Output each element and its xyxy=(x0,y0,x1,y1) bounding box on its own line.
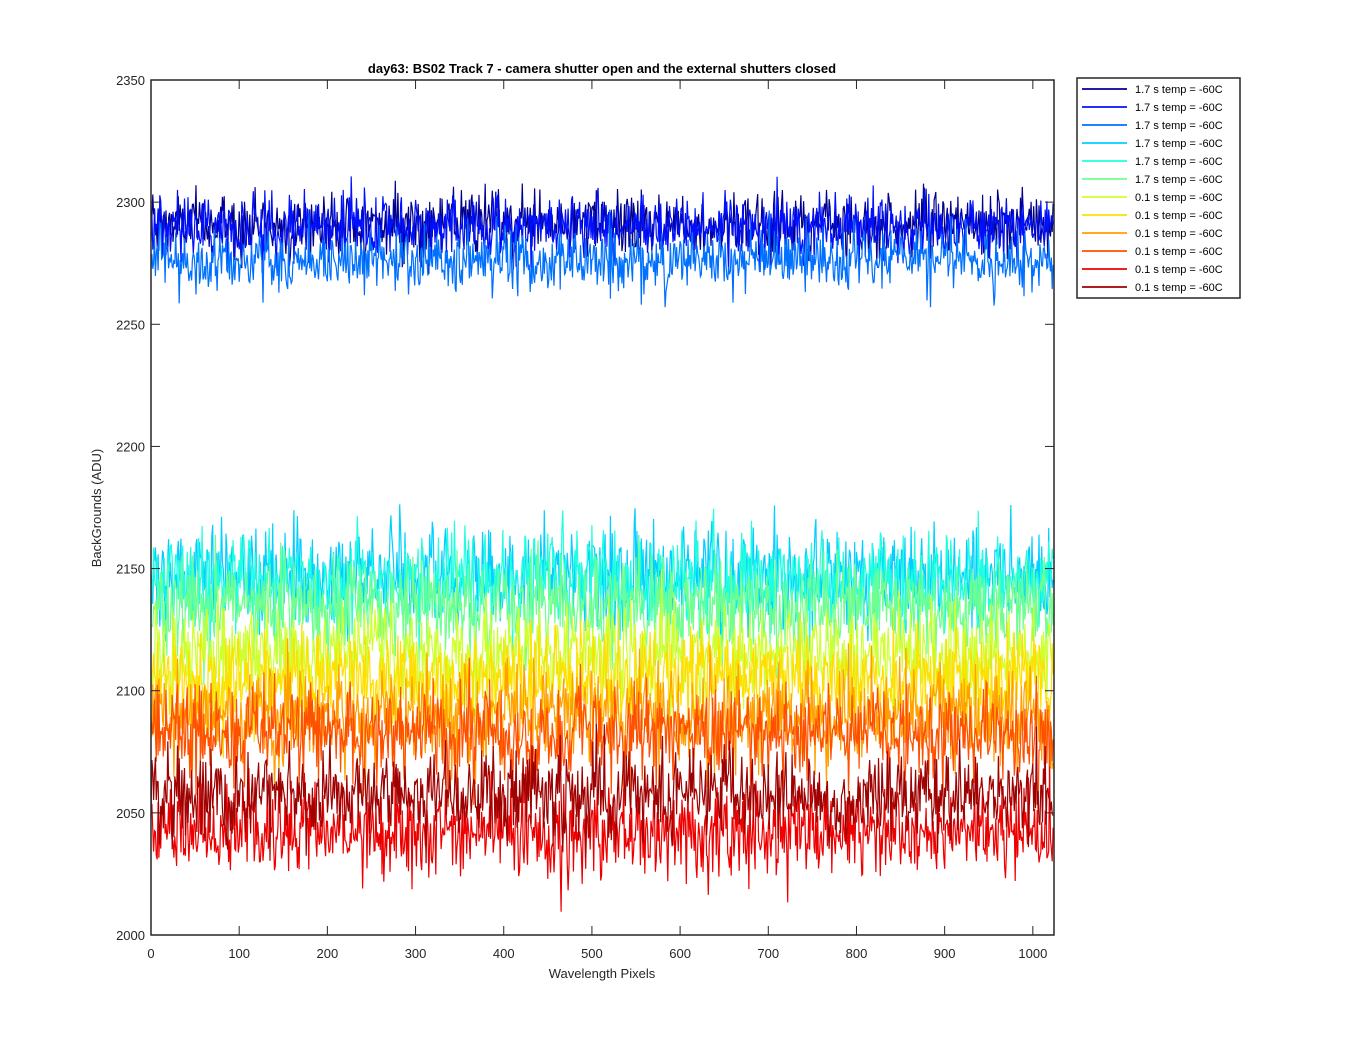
y-tick-label: 2100 xyxy=(116,684,145,699)
y-tick-label: 2200 xyxy=(116,439,145,454)
x-tick-label: 800 xyxy=(846,946,868,961)
plot-lines xyxy=(150,176,1054,912)
y-tick-label: 2000 xyxy=(116,928,145,943)
x-tick-label: 400 xyxy=(493,946,515,961)
legend-label-8: 0.1 s temp = -60C xyxy=(1135,210,1223,222)
x-tick-label: 900 xyxy=(934,946,956,961)
legend-label-5: 1.7 s temp = -60C xyxy=(1135,156,1223,168)
x-tick-label: 600 xyxy=(669,946,691,961)
x-tick-label: 1000 xyxy=(1018,946,1047,961)
x-tick-label: 700 xyxy=(757,946,779,961)
legend-label-2: 1.7 s temp = -60C xyxy=(1135,102,1223,114)
series-line-11 xyxy=(150,766,1054,912)
x-tick-label: 300 xyxy=(405,946,427,961)
legend-label-7: 0.1 s temp = -60C xyxy=(1135,192,1223,204)
legend-label-11: 0.1 s temp = -60C xyxy=(1135,264,1223,276)
y-axis-label: BackGrounds (ADU) xyxy=(89,449,104,567)
legend-label-9: 0.1 s temp = -60C xyxy=(1135,228,1223,240)
y-tick-label: 2250 xyxy=(116,317,145,332)
series-line-10 xyxy=(150,657,1054,814)
y-tick-label: 2150 xyxy=(116,562,145,577)
x-tick-label: 500 xyxy=(581,946,603,961)
legend-label-6: 1.7 s temp = -60C xyxy=(1135,174,1223,186)
series-line-6 xyxy=(150,534,1054,686)
series-line-8 xyxy=(150,607,1054,759)
chart-title: day63: BS02 Track 7 - camera shutter ope… xyxy=(368,61,836,76)
axes-box xyxy=(150,79,1055,936)
x-axis-label: Wavelength Pixels xyxy=(549,966,656,981)
legend-label-1: 1.7 s temp = -60C xyxy=(1135,84,1223,96)
y-ticks: 2000 2050 2100 2150 2200 2250 2300 2350 xyxy=(116,73,1054,943)
x-ticks: 0 100 200 300 400 500 600 700 800 900 1000 xyxy=(147,80,1047,961)
legend-label-4: 1.7 s temp = -60C xyxy=(1135,138,1223,150)
legend-label-10: 0.1 s temp = -60C xyxy=(1135,246,1223,258)
series-line-12 xyxy=(150,723,1054,864)
series-line-2 xyxy=(150,176,1054,275)
y-tick-label: 2050 xyxy=(116,806,145,821)
series-line-3 xyxy=(150,209,1054,308)
legend-box xyxy=(1076,77,1241,299)
legend: 1.7 s temp = -60C 1.7 s temp = -60C 1.7 s … xyxy=(1076,77,1241,299)
series-line-5 xyxy=(150,508,1054,667)
y-tick-label: 2300 xyxy=(116,195,145,210)
axes-frame xyxy=(150,79,1055,936)
x-tick-label: 0 xyxy=(147,946,154,961)
x-tick-label: 200 xyxy=(317,946,339,961)
y-tick-label: 2350 xyxy=(116,73,145,88)
x-tick-label: 100 xyxy=(228,946,250,961)
legend-label-12: 0.1 s temp = -60C xyxy=(1135,282,1223,294)
series-line-9 xyxy=(150,638,1054,806)
legend-label-3: 1.7 s temp = -60C xyxy=(1135,120,1223,132)
